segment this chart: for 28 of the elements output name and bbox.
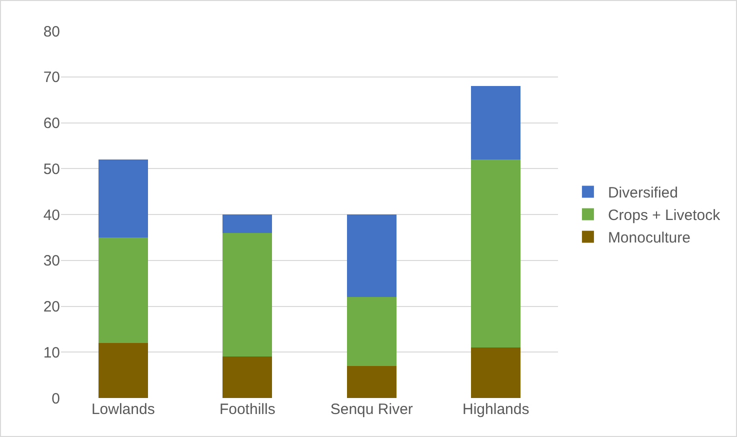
y-tick-label: 60 xyxy=(43,115,60,132)
y-tick-label: 80 xyxy=(43,23,60,40)
y-tick-label: 0 xyxy=(52,390,60,408)
x-tick-label: Lowlands xyxy=(91,401,155,418)
legend-label: Monoculture xyxy=(608,230,690,247)
x-tick-label: Senqu River xyxy=(330,401,413,418)
bar xyxy=(471,348,521,398)
bar xyxy=(346,297,396,366)
bar xyxy=(346,366,396,398)
legend-label: Crops + Livetock xyxy=(608,207,721,224)
y-tick-label: 10 xyxy=(43,344,60,362)
legend-label: Diversified xyxy=(608,184,678,202)
bar xyxy=(222,232,272,357)
bar xyxy=(98,159,148,238)
x-tick-label: Highlands xyxy=(462,401,530,418)
bar xyxy=(471,159,521,348)
y-tick-label: 70 xyxy=(43,69,60,86)
bar xyxy=(346,214,396,298)
y-tick-label: 20 xyxy=(43,298,60,316)
bar xyxy=(471,86,521,160)
x-tick-label: Foothills xyxy=(219,401,276,418)
bar xyxy=(222,214,272,233)
bar xyxy=(98,237,148,343)
y-tick-label: 40 xyxy=(43,206,60,224)
bar xyxy=(98,342,148,398)
y-tick-label: 50 xyxy=(43,160,60,178)
bar xyxy=(222,356,272,398)
y-tick-label: 30 xyxy=(43,252,60,270)
